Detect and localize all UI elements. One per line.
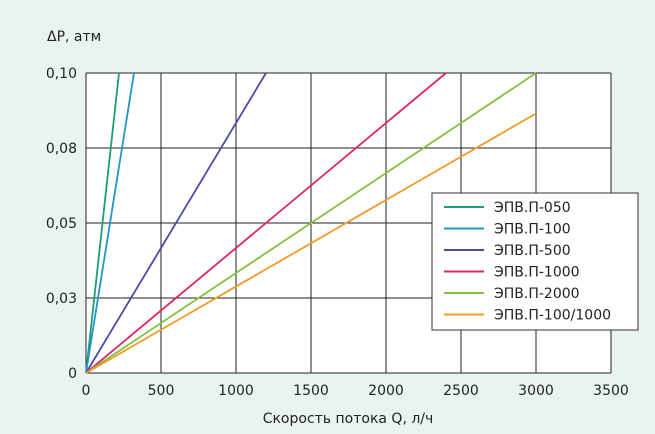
legend-label: ЭПВ.П-1000 [494,265,580,281]
series-line-6 [85,112,537,374]
series-lines [85,72,537,374]
x-tick-label: 3500 [593,383,629,399]
x-tick-label: 500 [148,383,175,399]
y-tick-label: 0,05 [46,216,77,232]
legend-box [431,192,639,331]
x-tick-label: 2500 [443,383,479,399]
y-tick-label: 0,08 [46,141,77,157]
y-tick-label: 0 [68,366,77,382]
legend-label: ЭПВ.П-500 [494,243,571,259]
y-tick-label: 0,03 [46,291,77,307]
x-tick-label: 1000 [218,383,254,399]
x-tick-label: 3000 [518,383,554,399]
legend: ЭПВ.П-050 ЭПВ.П-100 ЭПВ.П-500 ЭПВ.П-1000 ЭПВ… [431,192,639,331]
series-line-4 [85,72,447,374]
series-line-5 [85,72,537,374]
y-axis-label: ΔP, атм [47,29,101,45]
x-tick-label: 1500 [293,383,329,399]
series-line-2 [85,72,135,374]
series-line-3 [85,72,267,374]
y-tick-label: 0,10 [46,66,77,82]
x-tick-label: 0 [82,383,91,399]
series-line-1 [85,72,120,374]
x-axis-label: Скорость потока Q, л/ч [263,411,434,427]
legend-label: ЭПВ.П-2000 [494,286,580,302]
tick-labels: 0 500 1000 1500 2000 2500 3000 3500 0 0,03 0,05 0,0… [46,66,629,399]
legend-label: ЭПВ.П-100/1000 [494,308,611,324]
legend-label: ЭПВ.П-100 [494,222,571,238]
legend-label: ЭПВ.П-050 [494,200,571,216]
x-tick-label: 2000 [368,383,404,399]
